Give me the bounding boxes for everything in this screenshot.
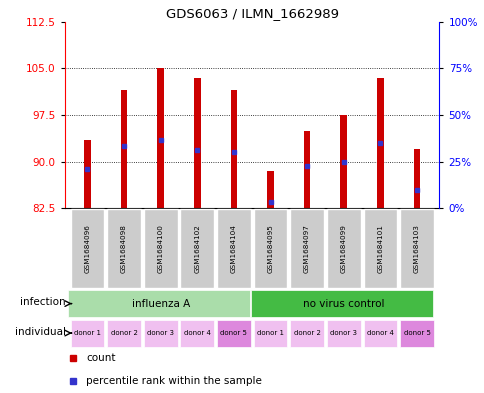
Text: no virus control: no virus control — [302, 299, 384, 309]
Bar — [267, 171, 273, 208]
Bar — [84, 140, 91, 208]
Bar — [253, 320, 287, 347]
Text: donor 3: donor 3 — [330, 330, 357, 336]
Bar — [180, 320, 213, 347]
Bar — [71, 320, 104, 347]
Text: donor 3: donor 3 — [147, 330, 174, 336]
Bar — [121, 90, 127, 208]
Bar — [399, 209, 433, 288]
Bar — [217, 209, 250, 288]
Text: percentile rank within the sample: percentile rank within the sample — [86, 376, 261, 386]
Bar — [71, 209, 104, 288]
Bar — [251, 290, 432, 317]
Text: donor 4: donor 4 — [183, 330, 210, 336]
Bar — [303, 130, 310, 208]
Text: count: count — [86, 353, 115, 364]
Text: GSM1684100: GSM1684100 — [157, 224, 163, 273]
Text: individual: individual — [15, 327, 66, 336]
Bar — [217, 320, 250, 347]
Text: donor 4: donor 4 — [366, 330, 393, 336]
Text: GSM1684098: GSM1684098 — [121, 224, 127, 273]
Text: GSM1684095: GSM1684095 — [267, 224, 273, 273]
Text: GSM1684102: GSM1684102 — [194, 224, 200, 273]
Bar — [363, 320, 396, 347]
Text: donor 5: donor 5 — [403, 330, 429, 336]
Bar — [363, 209, 396, 288]
Text: infection: infection — [20, 297, 66, 307]
Text: GSM1684099: GSM1684099 — [340, 224, 346, 273]
Bar — [340, 115, 347, 208]
Text: GSM1684101: GSM1684101 — [377, 224, 382, 273]
Text: donor 5: donor 5 — [220, 330, 247, 336]
Bar — [157, 68, 164, 208]
Bar — [107, 209, 141, 288]
Bar — [144, 320, 177, 347]
Text: GSM1684104: GSM1684104 — [230, 224, 236, 273]
Text: GSM1684096: GSM1684096 — [84, 224, 90, 273]
Bar — [144, 209, 177, 288]
Bar — [230, 90, 237, 208]
Text: donor 2: donor 2 — [110, 330, 137, 336]
Bar — [290, 320, 323, 347]
Text: donor 1: donor 1 — [74, 330, 101, 336]
Bar — [399, 320, 433, 347]
Bar — [107, 320, 141, 347]
Bar — [194, 77, 200, 208]
Text: donor 1: donor 1 — [257, 330, 284, 336]
Bar — [253, 209, 287, 288]
Bar — [326, 320, 360, 347]
Text: donor 2: donor 2 — [293, 330, 320, 336]
Bar — [68, 290, 249, 317]
Bar — [290, 209, 323, 288]
Bar — [326, 209, 360, 288]
Text: GSM1684103: GSM1684103 — [413, 224, 419, 273]
Bar — [413, 149, 419, 208]
Bar — [376, 77, 383, 208]
Text: influenza A: influenza A — [131, 299, 189, 309]
Text: GSM1684097: GSM1684097 — [303, 224, 309, 273]
Title: GDS6063 / ILMN_1662989: GDS6063 / ILMN_1662989 — [166, 7, 338, 20]
Bar — [180, 209, 213, 288]
